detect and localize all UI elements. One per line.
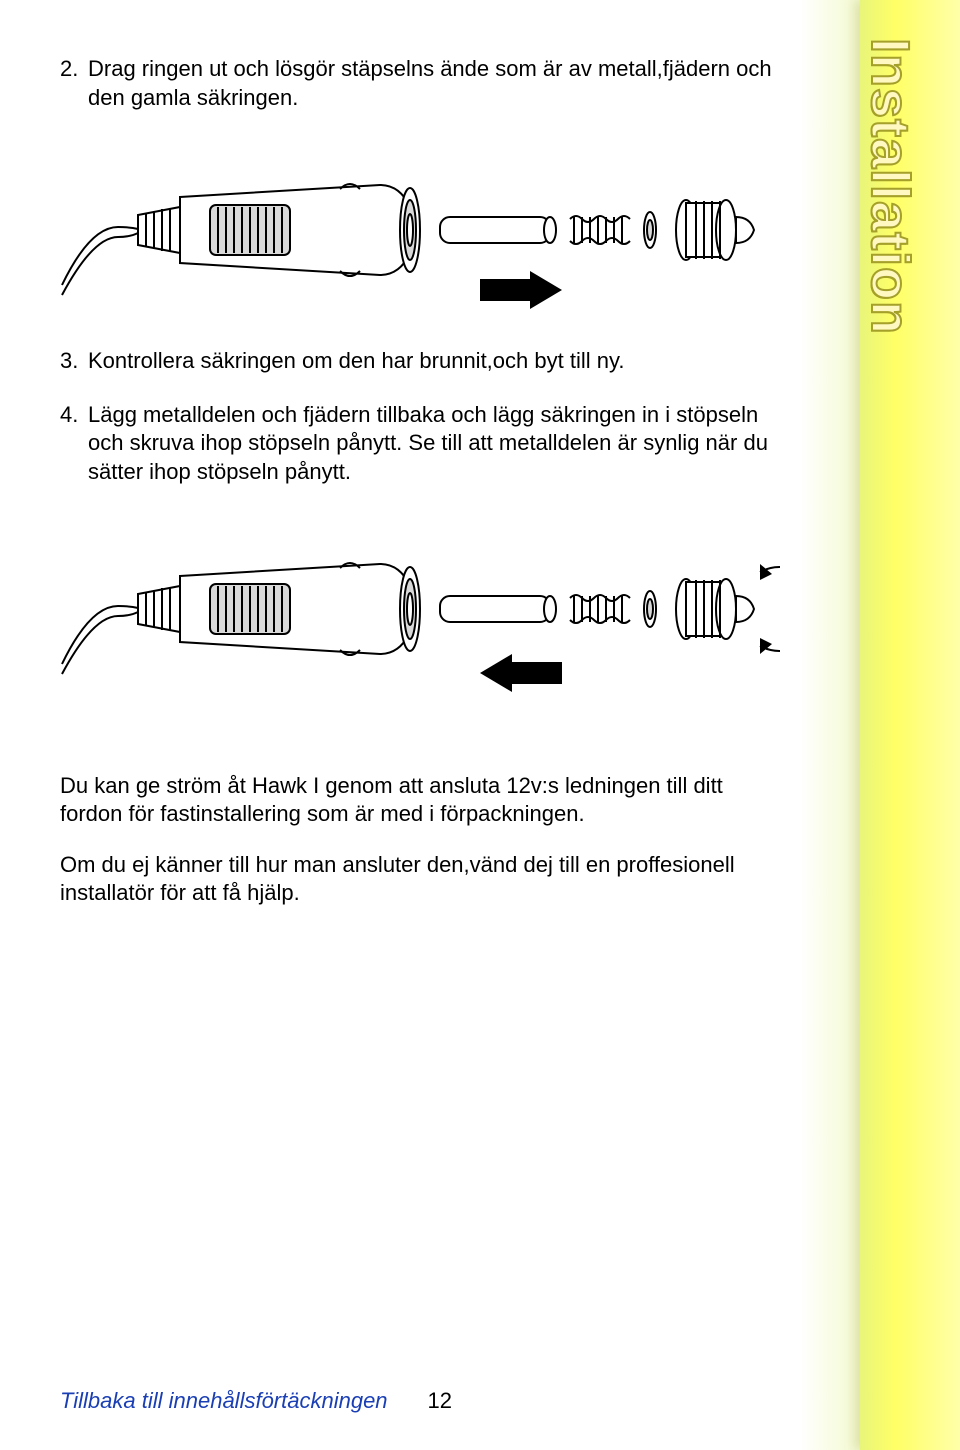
step-3-num: 3.	[60, 347, 88, 376]
arrow-right-icon	[480, 271, 562, 309]
page-number: 12	[428, 1388, 452, 1414]
step-2-text: Drag ringen ut och lösgör stäpselns ände…	[88, 55, 780, 112]
info-block: Du kan ge ström åt Hawk I genom att ansl…	[60, 772, 780, 908]
info-paragraph-2: Om du ej känner till hur man ansluter de…	[60, 851, 780, 908]
plug-exploded-svg-2	[60, 512, 780, 702]
sidebar: Installation	[860, 0, 960, 1450]
footer: Tillbaka till innehållsförtäckningen 12	[60, 1388, 780, 1414]
step-2: 2. Drag ringen ut och lösgör stäpselns ä…	[60, 55, 780, 112]
step-3-text: Kontrollera säkringen om den har brunnit…	[88, 347, 624, 376]
diagram-reassemble	[60, 512, 780, 702]
diagram-disassemble	[60, 137, 780, 317]
step-2-num: 2.	[60, 55, 88, 112]
step-4: 4. Lägg metalldelen och fjädern tillbaka…	[60, 401, 780, 487]
rotate-icon	[760, 564, 780, 654]
arrow-left-icon	[480, 654, 562, 692]
toc-link[interactable]: Tillbaka till innehållsförtäckningen	[60, 1388, 388, 1414]
page: 2. Drag ringen ut och lösgör stäpselns ä…	[0, 0, 960, 1450]
content-column: 2. Drag ringen ut och lösgör stäpselns ä…	[60, 55, 780, 908]
step-4-num: 4.	[60, 401, 88, 487]
info-paragraph-1: Du kan ge ström åt Hawk I genom att ansl…	[60, 772, 780, 829]
plug-exploded-svg-1	[60, 137, 780, 317]
step-3: 3. Kontrollera säkringen om den har brun…	[60, 347, 780, 376]
sidebar-title: Installation	[859, 38, 921, 335]
sidebar-tab: Installation	[846, 28, 934, 345]
step-4-text: Lägg metalldelen och fjädern tillbaka oc…	[88, 401, 780, 487]
